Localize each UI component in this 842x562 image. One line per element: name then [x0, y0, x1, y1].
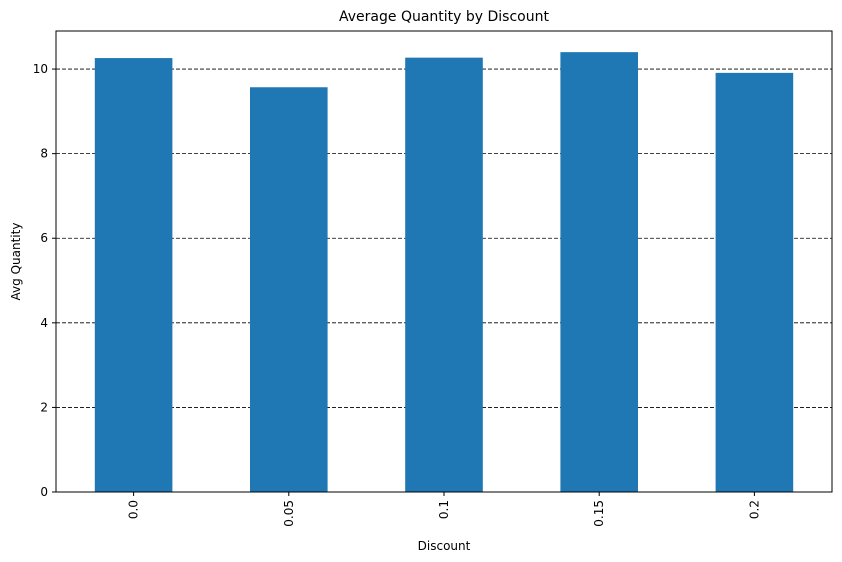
x-tick-label: 0.15: [592, 500, 606, 527]
x-tick-label: 0.0: [127, 500, 141, 519]
y-axis-ticks: 0 2 4 6 8 10: [33, 62, 56, 499]
bar: [405, 57, 483, 492]
x-tick-label: 0.2: [747, 500, 761, 519]
y-tick-label: 4: [40, 316, 48, 330]
bar: [94, 58, 173, 492]
chart-title: Average Quantity by Discount: [339, 9, 549, 25]
y-tick-label: 0: [40, 485, 48, 499]
y-tick-label: 8: [40, 147, 48, 161]
bar: [560, 52, 638, 492]
bar: [250, 87, 328, 492]
bars: [94, 52, 794, 493]
x-axis-ticks: 0.0 0.05 0.1 0.15 0.2: [127, 492, 761, 527]
bar: [715, 72, 794, 493]
y-tick-label: 2: [40, 400, 48, 414]
x-axis-label: Discount: [418, 539, 471, 553]
x-tick-label: 0.05: [282, 500, 296, 527]
y-axis-label: Avg Quantity: [9, 223, 23, 301]
y-tick-label: 10: [33, 62, 48, 76]
y-tick-label: 6: [40, 231, 48, 245]
grid-lines: [56, 68, 832, 408]
x-tick-label: 0.1: [437, 500, 451, 519]
